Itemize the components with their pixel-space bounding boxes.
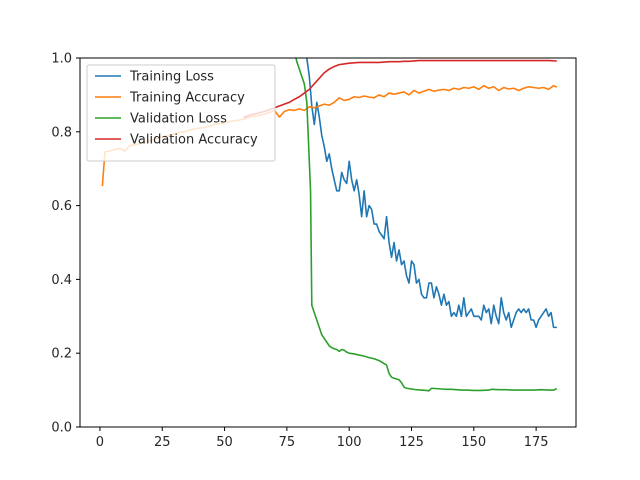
series-line-2 (295, 58, 558, 392)
legend-label: Validation Accuracy (130, 133, 258, 148)
y-tick-label: 0.0 (51, 421, 72, 436)
y-axis: 0.0 0.2 0.4 0.6 0.8 1.0 (51, 52, 80, 436)
x-tick-label: 75 (279, 435, 296, 450)
y-tick-label: 0.6 (51, 199, 72, 214)
x-tick-label: 0 (96, 435, 104, 450)
plot-frame (79, 57, 577, 428)
legend-label: Training Accuracy (129, 91, 245, 106)
y-tick-label: 0.4 (51, 273, 72, 288)
x-tick-label: 125 (399, 435, 424, 450)
x-tick-label: 150 (461, 435, 486, 450)
x-tick-label: 25 (154, 435, 171, 450)
legend-label: Validation Loss (130, 112, 227, 127)
series-line-0 (305, 58, 557, 329)
legend: Training Loss Training Accuracy Validation… (86, 64, 276, 162)
legend-label: Training Loss (129, 70, 214, 85)
series-line-3 (243, 59, 557, 119)
y-tick-label: 0.8 (51, 125, 72, 140)
legend-box (86, 64, 276, 162)
x-tick-label: 100 (337, 435, 362, 450)
x-tick-label: 50 (216, 435, 233, 450)
x-axis: 0 25 50 75 100 125 150 175 (96, 427, 549, 450)
x-tick-label: 175 (524, 435, 549, 450)
y-tick-label: 0.2 (51, 347, 72, 362)
y-tick-label: 1.0 (51, 52, 72, 67)
